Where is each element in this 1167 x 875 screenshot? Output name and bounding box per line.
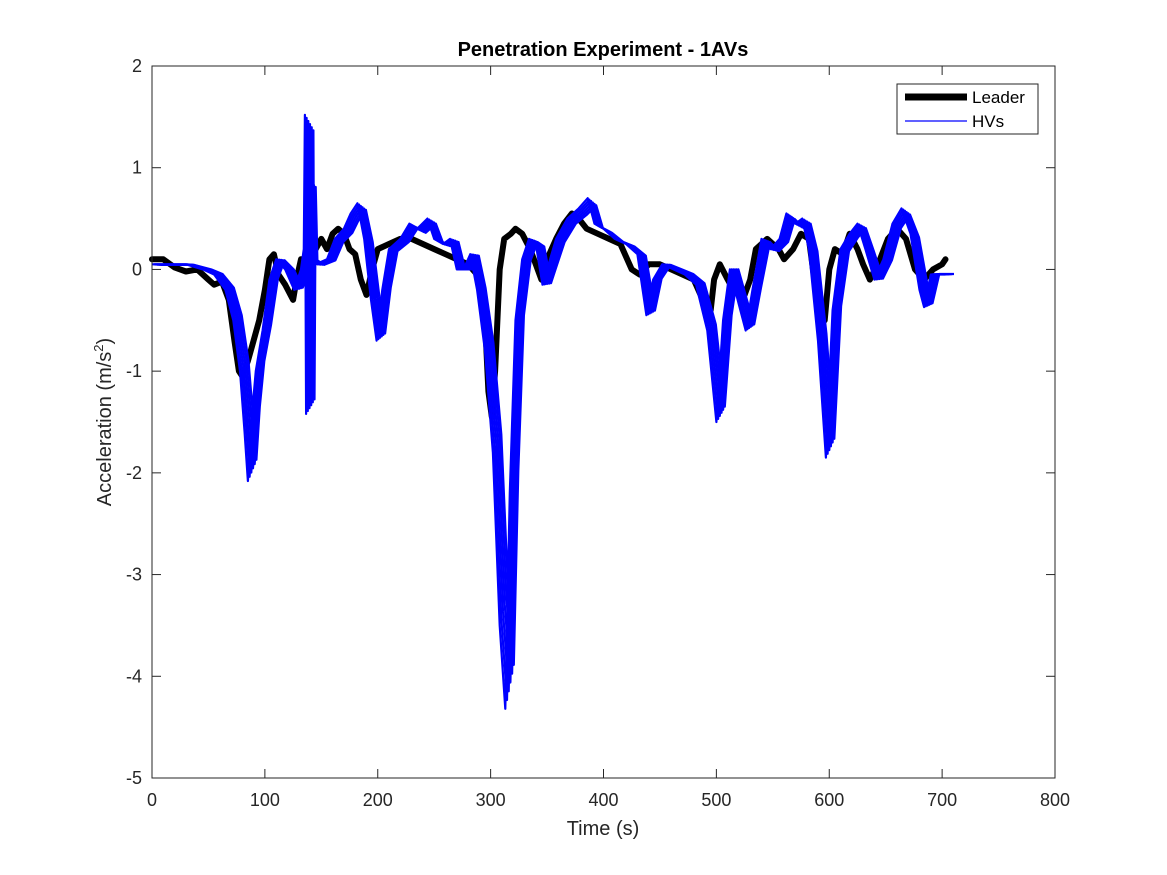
y-tick-label: 0 bbox=[132, 259, 142, 279]
tick-layer: 0 100 200 300 400 500 600 700 800 2 1 0 -1 -2 -3 -4 -5 bbox=[126, 56, 1070, 810]
x-tick-label: 200 bbox=[363, 790, 393, 810]
y-axis-label-main: Acceleration (m/s bbox=[94, 352, 116, 507]
x-tick-label: 100 bbox=[250, 790, 280, 810]
legend-label-hvs: HVs bbox=[972, 112, 1004, 131]
legend-label-leader: Leader bbox=[972, 88, 1025, 107]
series-line-hvs bbox=[160, 129, 954, 667]
chart-title: Penetration Experiment - 1AVs bbox=[458, 39, 749, 61]
x-tick-label: 500 bbox=[701, 790, 731, 810]
y-axis-label-tail: ) bbox=[94, 338, 116, 345]
y-tick-label: -5 bbox=[126, 768, 142, 788]
y-axis-label: Acceleration (m/s2) bbox=[91, 338, 116, 506]
legend: Leader HVs bbox=[896, 83, 1039, 135]
x-axis-label: Time (s) bbox=[567, 818, 640, 840]
series-layer bbox=[149, 113, 954, 710]
y-tick-label: 2 bbox=[132, 56, 142, 76]
series-line-hvs bbox=[152, 113, 946, 710]
y-tick-label: -3 bbox=[126, 565, 142, 585]
x-tick-label: 400 bbox=[588, 790, 618, 810]
y-tick-label: 1 bbox=[132, 158, 142, 178]
series-line-hvs bbox=[153, 116, 948, 702]
plot-background bbox=[152, 66, 1055, 778]
y-axis-label-superscript: 2 bbox=[91, 344, 106, 351]
y-tick-label: -4 bbox=[126, 666, 142, 686]
legend-box bbox=[896, 83, 1039, 135]
y-tick-label: -2 bbox=[126, 463, 142, 483]
x-tick-label: 0 bbox=[147, 790, 157, 810]
series-line-hvs bbox=[157, 122, 951, 684]
series-line-hvs bbox=[155, 119, 949, 693]
x-tick-label: 600 bbox=[814, 790, 844, 810]
y-tick-label: -1 bbox=[126, 361, 142, 381]
x-tick-label: 300 bbox=[476, 790, 506, 810]
x-tick-label: 800 bbox=[1040, 790, 1070, 810]
x-tick-label: 700 bbox=[927, 790, 957, 810]
series-line-hvs bbox=[158, 126, 953, 675]
